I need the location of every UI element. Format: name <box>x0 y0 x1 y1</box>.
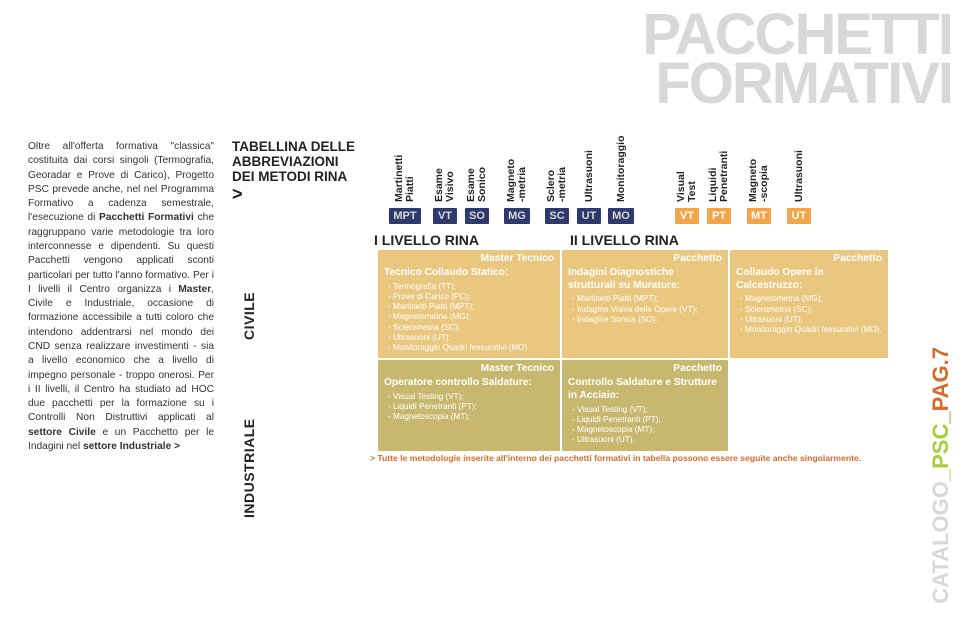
box-item: - Monitoraggio Quadri fessurativi (MO). <box>740 325 882 335</box>
header-label: VisualTest <box>676 140 698 202</box>
category-sidebar: CIVILE INDUSTRIALE <box>232 232 266 534</box>
box-item: - Magnetometria (MG); <box>740 294 882 304</box>
header-code: MT <box>747 208 771 224</box>
box-sub: Controllo Saldature e Strutture in Accia… <box>568 377 722 403</box>
box-item: - Indagine Visiva delle Opere (VT); <box>572 305 722 315</box>
header-label: Ultrasuoni <box>584 140 595 202</box>
header-label: MartinettiPiatti <box>394 140 416 202</box>
header-code: SO <box>465 208 489 224</box>
level2-title: II LIVELLO RINA <box>570 232 888 248</box>
level1-title: I LIVELLO RINA <box>374 232 560 248</box>
box-sub: Collaudo Opere in Calcestruzzo: <box>736 267 882 293</box>
box-head: Master Tecnico <box>384 253 554 266</box>
box-item: - Sclerometria (SC); <box>740 305 882 315</box>
cat-industriale: INDUSTRIALE <box>232 402 266 534</box>
box-item: - Sclerometria (SC); <box>388 323 554 333</box>
box-civile-pacchetto-calcestruzzo: PacchettoCollaudo Opere in Calcestruzzo:… <box>730 250 888 358</box>
header-vt: VT EsameVisivo <box>430 140 460 224</box>
box-item: - Monitoraggio Quadri fessurativi (MO). <box>388 343 554 353</box>
box-item: - Liquidi Penetranti (PT); <box>572 415 722 425</box>
box-item: - Ultrasuoni (UT). <box>572 435 722 445</box>
box-item: - Visual Testing (VT); <box>388 392 554 402</box>
box-items: - Magnetometria (MG);- Sclerometria (SC)… <box>736 294 882 335</box>
box-item: - Visual Testing (VT); <box>572 405 722 415</box>
header-so: SO EsameSonico <box>462 140 492 224</box>
header-ut: UT Ultrasuoni <box>574 140 604 224</box>
box-items: - Visual Testing (VT);- Liquidi Penetran… <box>568 405 722 446</box>
level-titles: I LIVELLO RINA II LIVELLO RINA <box>378 232 888 248</box>
table-caption: TABELLINA DELLE ABBREVIAZIONI DEI METODI… <box>232 140 382 204</box>
header-code: UT <box>577 208 601 224</box>
box-civile-pacchetto-murature: PacchettoIndagini Diagnostiche struttura… <box>562 250 728 358</box>
header-label: Monitoraggio <box>616 140 627 202</box>
box-item: - Indagine Sonica (SO). <box>572 315 722 325</box>
box-items: - Martinetti Piatti (MPT);- Indagine Vis… <box>568 294 722 325</box>
box-head: Pacchetto <box>568 253 722 266</box>
box-head: Pacchetto <box>736 253 882 266</box>
box-item: - Magnetoscopia (MT); <box>388 412 554 422</box>
box-item: - Magnetoscopia (MT); <box>572 425 722 435</box>
header-label: Magneto-metria <box>506 140 528 202</box>
header-label: Sclero-metria <box>546 140 568 202</box>
header-ut: UT Ultrasuoni <box>784 140 814 224</box>
header-mg: MG Magneto-metria <box>494 140 540 224</box>
box-sub: Indagini Diagnostiche strutturali su Mur… <box>568 267 722 293</box>
box-items: - Termografia (TT);- Prove di Carico (PC… <box>384 282 554 354</box>
header-mo: MO Monitoraggio <box>606 140 636 224</box>
header-code: MO <box>608 208 634 224</box>
box-item: - Termografia (TT); <box>388 282 554 292</box>
header-mpt: MPT MartinettiPiatti <box>382 140 428 224</box>
header-pt: PT LiquidiPenetranti <box>704 140 734 224</box>
box-item: - Ultrasuoni (UT); <box>388 333 554 343</box>
box-items: - Visual Testing (VT);- Liquidi Penetran… <box>384 392 554 423</box>
header-vt: VT VisualTest <box>672 140 702 224</box>
header-label: EsameVisivo <box>434 140 456 202</box>
box-head: Pacchetto <box>568 363 722 376</box>
header-label: Ultrasuoni <box>794 140 805 202</box>
header-label: EsameSonico <box>466 140 488 202</box>
header-code: UT <box>787 208 811 224</box>
footnote: > Tutte le metodologie inserite all'inte… <box>370 453 888 463</box>
header-mt: MT Magneto-scopia <box>736 140 782 224</box>
box-item: - Ultrasuoni (UT); <box>740 315 882 325</box>
box-head: Master Tecnico <box>384 363 554 376</box>
table-area: TABELLINA DELLE ABBREVIAZIONI DEI METODI… <box>232 0 960 644</box>
header-code: MPT <box>389 208 420 224</box>
header-code: VT <box>433 208 457 224</box>
row-industriale: Master TecnicoOperatore controllo Saldat… <box>378 360 888 450</box>
box-item: - Martinetti Piatti (MPT); <box>388 302 554 312</box>
header-label: Magneto-scopia <box>748 140 770 202</box>
method-headers: MPT MartinettiPiatti VT EsameVisivo SO EsameS… <box>382 140 888 224</box>
header-label: LiquidiPenetranti <box>708 140 730 202</box>
header-code: MG <box>504 208 530 224</box>
header-code: PT <box>707 208 731 224</box>
box-civile-master: Master TecnicoTecnico Collaudo Statico: -… <box>378 250 560 358</box>
header-sc: SC Sclero-metria <box>542 140 572 224</box>
box-item: - Prove di Carico (PC); <box>388 292 554 302</box>
box-item: - Liquidi Penetranti (PT); <box>388 402 554 412</box>
box-item: - Martinetti Piatti (MPT); <box>572 294 722 304</box>
box-sub: Operatore controllo Saldature: <box>384 377 554 390</box>
box-sub: Tecnico Collaudo Statico: <box>384 267 554 280</box>
box-industriale-pacchetto: PacchettoControllo Saldature e Strutture… <box>562 360 728 450</box>
header-code: VT <box>675 208 699 224</box>
box-item: - Magnetometria (MG); <box>388 312 554 322</box>
cat-civile: CIVILE <box>232 232 266 400</box>
box-industriale-master: Master TecnicoOperatore controllo Saldat… <box>378 360 560 450</box>
intro-paragraph: Oltre all'offerta formativa "classica" c… <box>0 0 232 644</box>
row-civile: Master TecnicoTecnico Collaudo Statico: -… <box>378 250 888 358</box>
header-code: SC <box>545 208 569 224</box>
